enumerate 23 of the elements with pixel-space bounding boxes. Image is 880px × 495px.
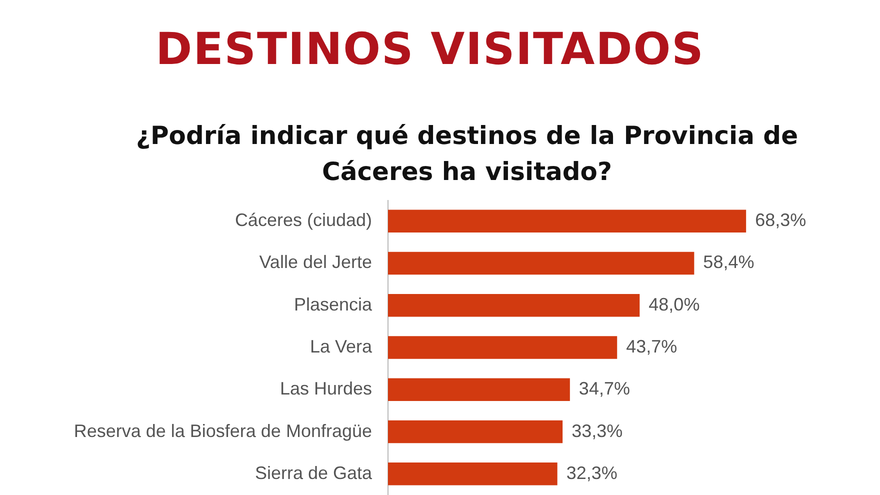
bar: [388, 336, 618, 359]
bar: [388, 210, 746, 232]
y-tick-label: Reserva de la Biosfera de Monfragüe: [74, 420, 372, 441]
chart-subtitle: ¿Podría indicar qué destinos de la Provincia de Cáceres ha visitado?: [134, 120, 800, 188]
y-tick-label: Plasencia: [294, 294, 373, 314]
y-tick-label: Sierra de Gata: [254, 462, 373, 483]
y-tick-label: Cáceres (ciudad): [234, 210, 372, 230]
data-label: 58,4%: [703, 252, 754, 272]
bar: [388, 252, 694, 275]
bar: [388, 462, 558, 486]
bar: [388, 420, 563, 444]
data-label: 68,3%: [755, 210, 806, 230]
data-label: 43,7%: [626, 336, 678, 356]
bar: [388, 378, 570, 402]
y-tick-label: La Vera: [310, 336, 373, 356]
data-label: 33,3%: [572, 420, 623, 441]
data-label: 34,7%: [578, 378, 630, 399]
bar: [388, 294, 640, 317]
y-tick-label: Valle del Jerte: [259, 252, 372, 272]
y-tick-label: Las Hurdes: [280, 378, 372, 399]
data-label: 48,0%: [648, 294, 700, 314]
data-label: 32,3%: [566, 462, 618, 483]
chart-title: DESTINOS VISITADOS: [154, 24, 706, 76]
